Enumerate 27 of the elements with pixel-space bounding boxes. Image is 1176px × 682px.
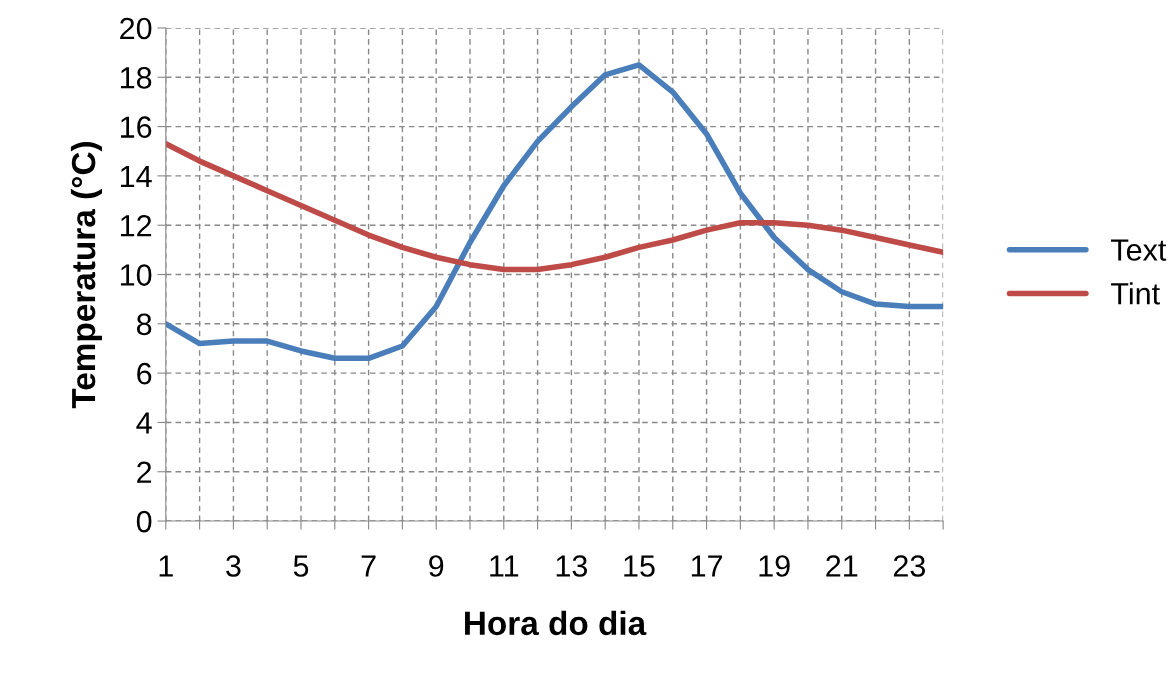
x-tick-label: 23 [893, 555, 926, 577]
y-tick-label: 18 [120, 67, 152, 89]
x-tick-label: 15 [624, 555, 655, 577]
x-tick-label: 9 [429, 555, 444, 577]
x-tick-label: 11 [490, 555, 519, 577]
y-tick-label: 0 [136, 510, 152, 533]
x-tick-label: 17 [691, 555, 723, 577]
x-tick-label: 3 [226, 555, 241, 577]
y-tick-label: 4 [136, 412, 152, 434]
x-tick-label: 21 [826, 555, 858, 577]
legend-label: Tint [1111, 282, 1160, 305]
y-axis-title: Temperatura (°C) [70, 141, 102, 409]
x-tick-label: 19 [759, 555, 790, 577]
y-tick-label: 20 [120, 17, 152, 40]
x-tick-label: 5 [293, 555, 309, 577]
x-axis-title: Hora do dia [465, 610, 647, 636]
y-tick-label: 8 [136, 313, 152, 336]
x-tick-label: 7 [361, 555, 376, 577]
x-tick-label: 1 [159, 555, 173, 577]
y-tick-label: 16 [120, 116, 152, 138]
y-tick-label: 6 [137, 362, 152, 385]
y-tick-label: 2 [137, 461, 152, 483]
legend-label: Text [1111, 239, 1167, 261]
y-tick-label: 10 [120, 264, 152, 286]
x-tick-label: 13 [556, 555, 588, 577]
y-tick-label: 12 [120, 214, 152, 237]
y-tick-label: 14 [120, 165, 152, 187]
